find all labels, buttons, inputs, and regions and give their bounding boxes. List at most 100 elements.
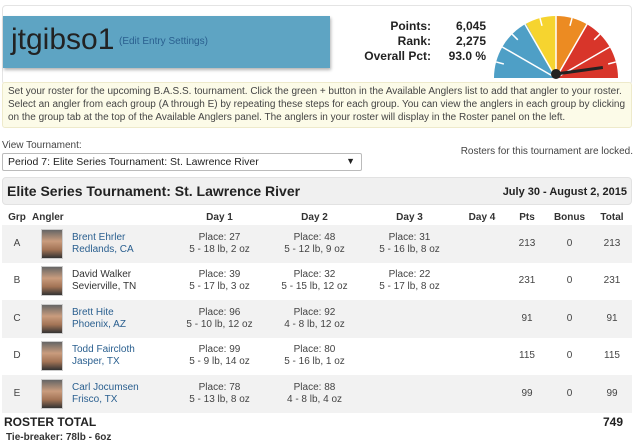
gauge-tick xyxy=(495,61,505,65)
user-banner: jtgibso1 (Edit Entry Settings) xyxy=(3,16,330,68)
roster-total-label: ROSTER TOTAL xyxy=(4,415,97,429)
table-row: E Carl Jocumsen Frisco, TX Place: 78 5 - 13 … xyxy=(2,375,632,413)
angler-photo[interactable] xyxy=(41,228,63,259)
angler-hometown: Redlands, CA xyxy=(72,243,134,255)
angler-name[interactable]: Todd Faircloth xyxy=(72,344,135,356)
roster-total-value: 749 xyxy=(602,415,623,429)
day4-cell xyxy=(457,263,507,301)
day2-cell: Place: 92 4 - 8 lb, 12 oz xyxy=(267,300,362,338)
day1-cell-weight: 5 - 18 lb, 2 oz xyxy=(189,243,250,255)
angler-name[interactable]: David Walker xyxy=(72,269,132,281)
day2-cell-weight: 5 - 16 lb, 1 oz xyxy=(284,356,345,368)
day1-cell: Place: 99 5 - 9 lb, 14 oz xyxy=(172,338,267,376)
pts-cell: 99 xyxy=(507,375,547,413)
day1-cell-place: Place: 27 xyxy=(198,231,241,243)
angler-name[interactable]: Brett Hite xyxy=(72,306,114,318)
angler-photo-cell xyxy=(32,375,72,413)
angler-hometown: Sevierville, TN xyxy=(72,281,137,293)
group-cell: B xyxy=(13,275,21,287)
total-cell: 213 xyxy=(592,225,632,263)
tournament-select-value: Period 7: Elite Series Tournament: St. L… xyxy=(8,156,259,168)
group-cell: C xyxy=(2,300,32,338)
day1-cell-place: Place: 96 xyxy=(198,306,241,318)
day2-cell-place: Place: 88 xyxy=(293,381,336,393)
angler-info[interactable]: Brent Ehrler Redlands, CA xyxy=(72,225,172,263)
tournament-dates: July 30 - August 2, 2015 xyxy=(502,186,627,198)
day3-cell: Place: 22 5 - 17 lb, 8 oz xyxy=(362,263,457,301)
angler-photo-cell xyxy=(32,225,72,263)
rank-value: 2,275 xyxy=(455,34,486,48)
angler-photo[interactable] xyxy=(41,378,63,409)
day1-cell-weight: 5 - 13 lb, 8 oz xyxy=(189,393,250,405)
table-row: A Brent Ehrler Redlands, CA Place: 27 5 - 18… xyxy=(2,225,632,263)
angler-photo[interactable] xyxy=(41,266,63,297)
tiebreaker: Tie-breaker: 78lb - 6oz xyxy=(6,432,112,443)
points-label: Points: xyxy=(390,19,431,33)
col-day1: Day 1 xyxy=(206,211,233,223)
angler-info[interactable]: David Walker Sevierville, TN xyxy=(72,263,172,301)
angler-info[interactable]: Todd Faircloth Jasper, TX xyxy=(72,338,172,376)
gauge-tick xyxy=(524,23,557,79)
bonus-cell: 0 xyxy=(547,225,592,263)
gauge-segment xyxy=(556,16,588,78)
day1-cell-place: Place: 39 xyxy=(198,269,241,281)
day3-cell-place: Place: 22 xyxy=(388,269,431,281)
tournament-title: Elite Series Tournament: St. Lawrence Ri… xyxy=(7,183,301,199)
tournament-header: Elite Series Tournament: St. Lawrence Ri… xyxy=(2,177,632,205)
day2-cell: Place: 88 4 - 8 lb, 4 oz xyxy=(267,375,362,413)
day2-cell: Place: 48 5 - 12 lb, 9 oz xyxy=(267,225,362,263)
edit-entry-settings-link[interactable]: (Edit Entry Settings) xyxy=(119,36,208,47)
day2-cell: Place: 80 5 - 16 lb, 1 oz xyxy=(267,338,362,376)
pts-cell: 115 xyxy=(519,350,535,362)
day2-cell-weight: 5 - 12 lb, 9 oz xyxy=(284,243,345,255)
angler-info[interactable]: Brett Hite Phoenix, AZ xyxy=(72,300,172,338)
group-cell: E xyxy=(2,375,32,413)
col-day3: Day 3 xyxy=(396,211,423,223)
overall-pct-value: 93.0 % xyxy=(448,49,486,63)
gauge-tick xyxy=(593,33,601,41)
tournament-select[interactable]: Period 7: Elite Series Tournament: St. L… xyxy=(2,153,362,171)
pts-cell: 91 xyxy=(507,300,547,338)
day3-cell xyxy=(362,375,457,413)
pts-cell: 231 xyxy=(518,275,536,287)
angler-photo-cell xyxy=(32,338,72,376)
angler-name[interactable]: Brent Ehrler xyxy=(72,231,126,243)
points-value: 6,045 xyxy=(455,19,486,33)
day1-cell-weight: 5 - 10 lb, 12 oz xyxy=(186,318,253,330)
view-tournament-label: View Tournament: xyxy=(2,140,82,151)
day3-cell-weight: 5 - 17 lb, 8 oz xyxy=(379,281,440,293)
total-cell: 231 xyxy=(603,275,621,287)
day4-cell xyxy=(457,300,507,338)
angler-photo[interactable] xyxy=(41,303,63,334)
rank-label: Rank: xyxy=(397,34,431,48)
angler-photo[interactable] xyxy=(41,341,63,372)
day3-cell: Place: 31 5 - 16 lb, 8 oz xyxy=(362,225,457,263)
group-cell: D xyxy=(13,350,21,362)
gauge-tick xyxy=(501,46,557,79)
col-pts: Pts xyxy=(519,211,535,223)
gauge-segment xyxy=(494,23,556,79)
day3-cell-weight: 5 - 16 lb, 8 oz xyxy=(379,243,440,255)
bonus-cell: 0 xyxy=(547,300,592,338)
day1-cell: Place: 27 5 - 18 lb, 2 oz xyxy=(172,225,267,263)
pts-cell: 213 xyxy=(507,225,547,263)
angler-hometown: Frisco, TX xyxy=(72,393,118,405)
angler-info[interactable]: Carl Jocumsen Frisco, TX xyxy=(72,375,172,413)
username: jtgibso1 xyxy=(11,23,115,56)
gauge-tick xyxy=(511,33,519,41)
bonus-cell: 0 xyxy=(566,350,573,362)
total-cell: 99 xyxy=(592,375,632,413)
day1-cell-weight: 5 - 9 lb, 14 oz xyxy=(189,356,250,368)
locked-message: Rosters for this tournament are locked. xyxy=(460,146,633,157)
overall-pct-label: Overall Pct: xyxy=(364,49,431,63)
day1-cell: Place: 39 5 - 17 lb, 3 oz xyxy=(172,263,267,301)
col-day4: Day 4 xyxy=(468,211,496,223)
day2-cell-place: Place: 48 xyxy=(293,231,336,243)
stats-panel: Points: 6,045 Rank: 2,275 Overall Pct: 93.0… xyxy=(363,19,486,64)
day2-cell-place: Place: 92 xyxy=(293,306,336,318)
table-row: C Brett Hite Phoenix, AZ Place: 96 5 - 10 lb… xyxy=(2,300,632,338)
dropdown-arrow-icon: ▼ xyxy=(346,156,355,166)
angler-photo-cell xyxy=(32,263,72,301)
day1-cell: Place: 78 5 - 13 lb, 8 oz xyxy=(172,375,267,413)
angler-name[interactable]: Carl Jocumsen xyxy=(72,381,139,393)
